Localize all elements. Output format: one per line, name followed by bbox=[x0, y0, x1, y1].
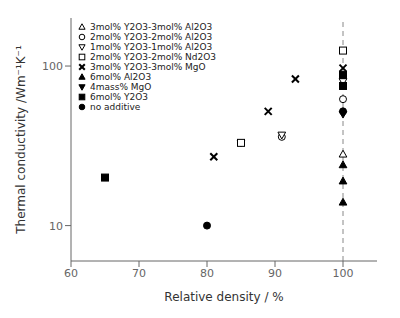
svg-text:Relative density / %: Relative density / % bbox=[164, 290, 283, 304]
html-text:2mol% Y2O3-2mol% Al2O3: 2mol% Y2O3-2mol% Al2O3 bbox=[90, 32, 213, 42]
svg-text:80: 80 bbox=[200, 267, 214, 280]
html-text:4mass% MgO: 4mass% MgO bbox=[90, 82, 152, 92]
svg-text:10: 10 bbox=[49, 220, 63, 233]
svg-text:100: 100 bbox=[333, 267, 354, 280]
html-text:6mol% Al2O3: 6mol% Al2O3 bbox=[90, 72, 152, 82]
html-text:3mol% Y2O3-3mol% MgO: 3mol% Y2O3-3mol% MgO bbox=[90, 62, 206, 72]
svg-text:100: 100 bbox=[42, 60, 63, 73]
svg-text:Thermal conductivity /Wm⁻¹K⁻¹: Thermal conductivity /Wm⁻¹K⁻¹ bbox=[14, 45, 28, 235]
svg-text:70: 70 bbox=[132, 267, 146, 280]
html-text:2mol% Y2O3-2mol% Nd2O3: 2mol% Y2O3-2mol% Nd2O3 bbox=[90, 52, 217, 62]
html-text:6mol% Y2O3: 6mol% Y2O3 bbox=[90, 92, 148, 102]
html-text:3mol% Y2O3-3mol% Al2O3: 3mol% Y2O3-3mol% Al2O3 bbox=[90, 22, 213, 32]
svg-text:90: 90 bbox=[268, 267, 282, 280]
svg-text:60: 60 bbox=[64, 267, 78, 280]
html-text:1mol% Y2O3-1mol% Al2O3: 1mol% Y2O3-1mol% Al2O3 bbox=[90, 42, 213, 52]
html-text:no additive: no additive bbox=[90, 102, 141, 112]
